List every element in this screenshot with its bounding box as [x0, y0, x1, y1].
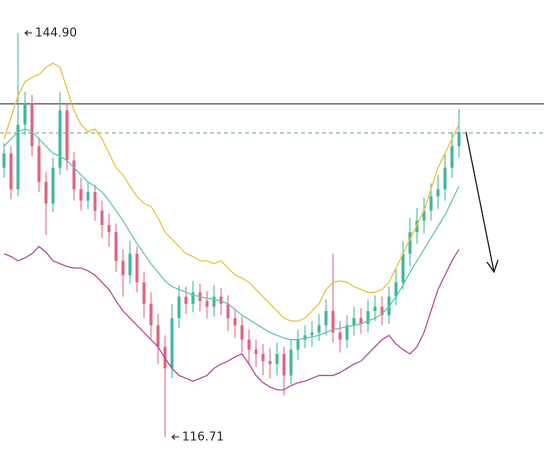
candle-body [247, 339, 251, 350]
band-line [3, 62, 460, 322]
candle-body [212, 296, 216, 307]
candle-body [359, 318, 363, 324]
candle-body [408, 232, 412, 254]
candle-body [51, 167, 55, 204]
candle-body [310, 332, 314, 336]
candle-body [261, 353, 265, 362]
candle-body [394, 282, 398, 297]
candle-body [233, 318, 237, 326]
candle-body [149, 303, 153, 326]
candle-body [86, 192, 90, 201]
candle-body [422, 210, 426, 221]
candle-body [9, 153, 13, 190]
candle-body [457, 131, 461, 147]
candle-body [429, 196, 433, 211]
annotation-label: 116.71 [182, 429, 224, 443]
candle-body [289, 349, 293, 376]
candle-body [450, 146, 454, 168]
candle-body [240, 325, 244, 340]
candle-body [72, 160, 76, 190]
candle-body [191, 292, 195, 304]
candle-body [79, 189, 83, 201]
candle-body [23, 103, 27, 125]
candle-body [324, 310, 328, 326]
candle-body [44, 182, 48, 204]
candle-body [443, 167, 447, 190]
candle-body [184, 296, 188, 304]
candle-body [268, 361, 272, 365]
price-annotation: 144.90 [24, 25, 77, 39]
candle-body [219, 296, 223, 304]
candle-body [415, 220, 419, 233]
candle-body [128, 253, 132, 276]
candle-body [366, 310, 370, 324]
candle-body [254, 349, 258, 354]
candle-body [156, 325, 160, 347]
candle-body [345, 325, 349, 340]
arrow-head [486, 259, 499, 274]
candle-body [16, 124, 20, 190]
candle-body [135, 253, 139, 283]
candle-body [338, 332, 342, 340]
candle-body [100, 210, 104, 225]
candle-body [401, 253, 405, 283]
candle-body [65, 110, 69, 161]
candle-body [177, 296, 181, 319]
candle-body [331, 310, 335, 333]
candle-body [142, 282, 146, 304]
annotation-label: 144.90 [35, 25, 77, 39]
candle-body [58, 110, 62, 168]
candle-body [282, 353, 286, 376]
candle-body [30, 103, 34, 147]
candle-body [380, 306, 384, 316]
candle-body [275, 353, 279, 365]
band-line [3, 245, 460, 391]
candle-body [93, 192, 97, 211]
candle-body [2, 153, 6, 168]
annotation-arrow-head [24, 30, 29, 36]
forecast-arrow [465, 131, 499, 274]
candle-body [114, 232, 118, 261]
candle-body [37, 146, 41, 183]
candle-body [170, 318, 174, 369]
candle-body [107, 225, 111, 233]
candle-body [121, 260, 125, 276]
annotation-arrow-head [171, 434, 176, 440]
price-annotation: 116.71 [171, 429, 224, 443]
band-line [3, 128, 460, 341]
candle-body [436, 189, 440, 197]
candle-body [205, 300, 209, 307]
candle-body [373, 306, 377, 311]
candle-body [226, 303, 230, 319]
candle-body [303, 335, 307, 340]
arrow-shaft [465, 131, 495, 273]
candle-body [296, 339, 300, 350]
candle-body [317, 325, 321, 333]
candle-body [352, 318, 356, 326]
